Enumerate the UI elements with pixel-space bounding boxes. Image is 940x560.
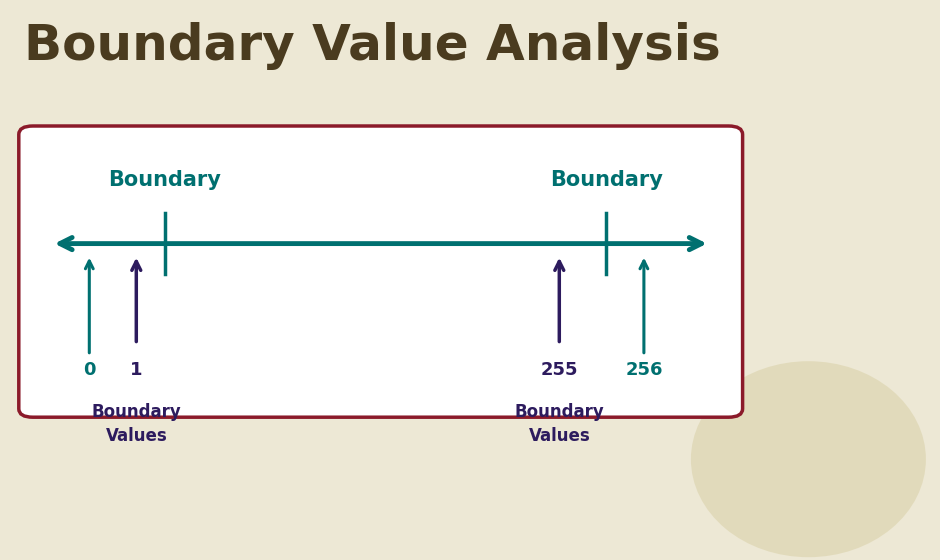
Text: 256: 256	[625, 361, 663, 379]
Ellipse shape	[691, 361, 926, 557]
Text: 1: 1	[130, 361, 143, 379]
Text: Boundary: Boundary	[550, 170, 663, 190]
Text: Boundary
Values: Boundary Values	[514, 403, 604, 445]
Text: Boundary
Values: Boundary Values	[91, 403, 181, 445]
FancyBboxPatch shape	[19, 126, 743, 417]
Text: 0: 0	[83, 361, 96, 379]
Text: Boundary Value Analysis: Boundary Value Analysis	[24, 22, 720, 71]
Text: 255: 255	[540, 361, 578, 379]
Text: Boundary: Boundary	[108, 170, 221, 190]
